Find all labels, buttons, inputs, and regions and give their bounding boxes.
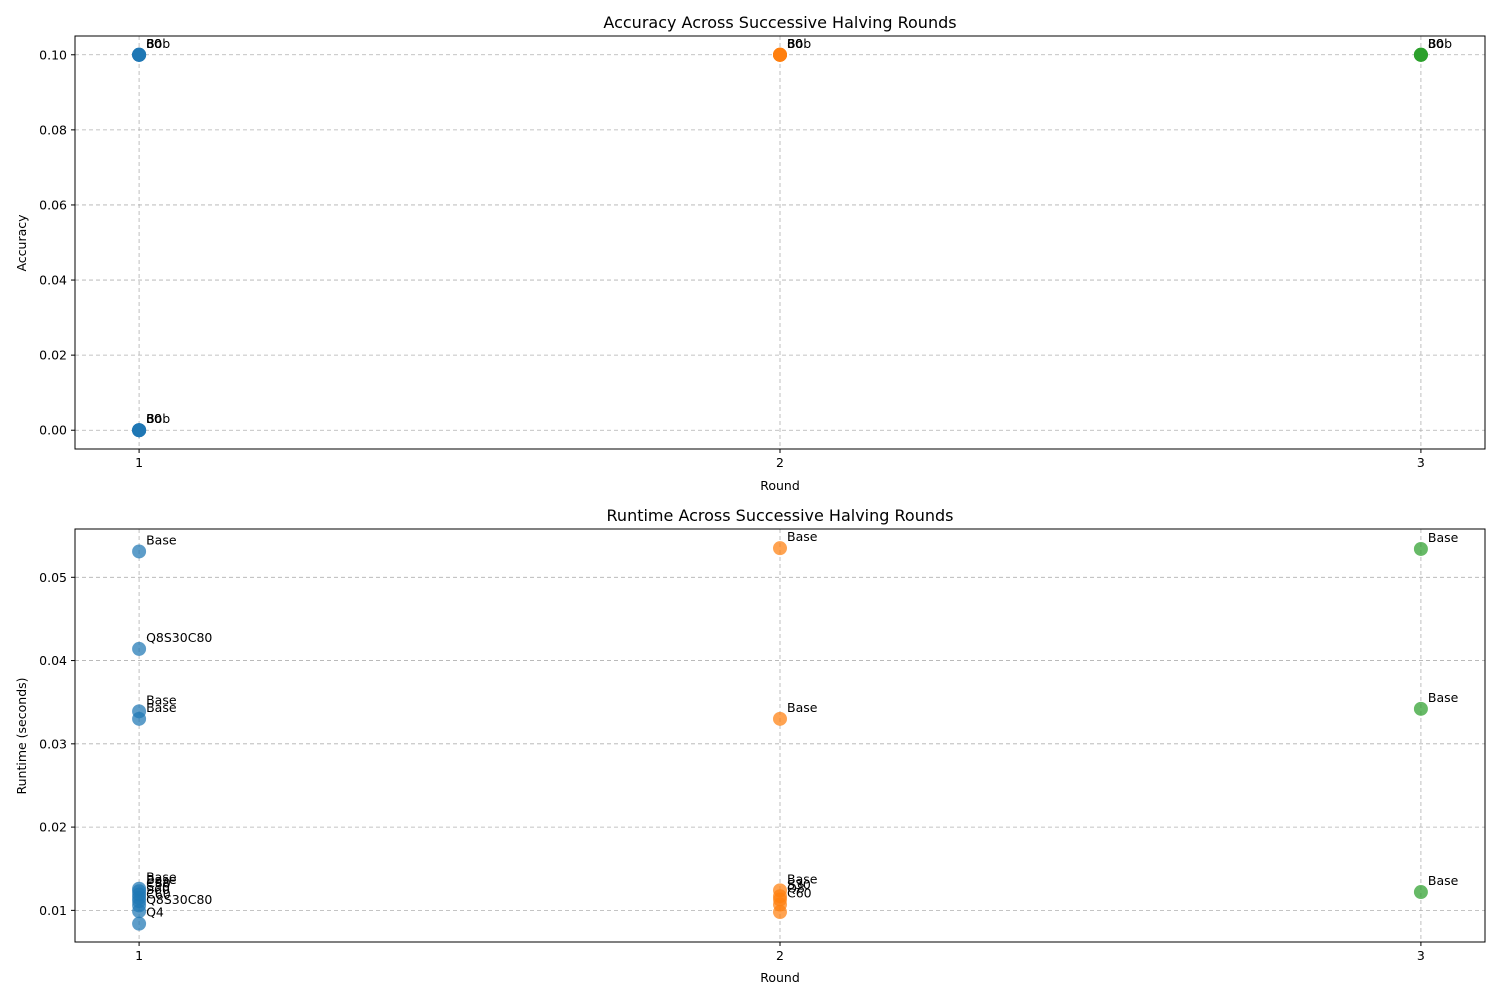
runtime-y-tick-label: 0.01: [39, 903, 67, 918]
accuracy-y-tick-label: 0.00: [39, 423, 67, 438]
runtime-point-round-3: [1413, 701, 1428, 716]
accuracy-grid: [75, 36, 1485, 449]
runtime-point-label: Base: [146, 870, 177, 885]
accuracy-y-tick-label: 0.06: [39, 197, 67, 212]
accuracy-point-label: 80: [1428, 36, 1444, 51]
accuracy-point-round-1: [132, 47, 147, 62]
runtime-point-round-1: [132, 711, 147, 726]
accuracy-point-label: Bob: [146, 36, 170, 51]
runtime-point-round-2: [773, 711, 787, 726]
runtime-y-tick-label: 0.04: [39, 653, 67, 668]
runtime-grid: [75, 529, 1485, 942]
runtime-point-label: Base: [1428, 530, 1459, 545]
runtime-y-tick-label: 0.03: [39, 736, 67, 751]
accuracy-x-tick-label: 2: [776, 455, 784, 470]
accuracy-point-round-2: [773, 47, 787, 62]
runtime-y-tick-label: 0.02: [39, 820, 67, 835]
runtime-point-label: Q8: [787, 881, 805, 896]
runtime-point-label: Base: [787, 700, 818, 715]
runtime-annotations: BaseQ8S30C80BaseBaseBaseBaseC80S30S60C60…: [146, 529, 1459, 920]
runtime-point-label: Base: [1428, 690, 1459, 705]
accuracy-points: [132, 47, 1428, 438]
runtime-point-label: Base: [787, 529, 818, 544]
accuracy-chart-xlabel: Round: [760, 478, 800, 493]
runtime-point-round-1: [132, 641, 147, 656]
runtime-x-tick-label: 2: [776, 948, 784, 963]
runtime-chart-ylabel: Runtime (seconds): [14, 677, 29, 794]
runtime-point-label: Base: [146, 692, 177, 707]
accuracy-point-label: 80: [787, 36, 803, 51]
runtime-chart-xlabel: Round: [760, 970, 800, 985]
runtime-point-label: Base: [146, 872, 177, 887]
runtime-x-tick-label: 1: [135, 948, 143, 963]
accuracy-chart: Accuracy Across Successive Halving Round…: [14, 13, 1486, 493]
runtime-point-label: C60: [146, 886, 171, 901]
runtime-point-label: Q4: [146, 905, 164, 920]
accuracy-point-label: 60: [146, 411, 162, 426]
runtime-point-round-1: [132, 916, 147, 931]
runtime-y-tick-label: 0.05: [39, 570, 67, 585]
runtime-point-label: Base: [1428, 873, 1459, 888]
runtime-chart: Runtime Across Successive Halving Rounds…: [14, 506, 1486, 985]
runtime-point-round-1: [132, 544, 147, 559]
accuracy-x-tick-label: 1: [135, 455, 143, 470]
runtime-point-label: Base: [146, 700, 177, 715]
accuracy-point-label: 30: [146, 411, 162, 426]
runtime-point-label: S30: [146, 879, 170, 894]
runtime-point-label: Base: [787, 871, 818, 886]
accuracy-point-round-1: [132, 423, 147, 438]
accuracy-x-tick-label: 3: [1417, 455, 1425, 470]
accuracy-point-label: 80: [146, 411, 162, 426]
runtime-x-tick-label: 3: [1417, 948, 1425, 963]
accuracy-point-label: 30: [787, 36, 803, 51]
runtime-point-label: C60: [787, 886, 812, 901]
accuracy-point-label: Bob: [146, 411, 170, 426]
accuracy-y-tick-label: 0.08: [39, 122, 67, 137]
accuracy-point-label: 30: [146, 36, 162, 51]
accuracy-y-tick-label: 0.10: [39, 47, 67, 62]
accuracy-point-label: Bob: [787, 36, 811, 51]
accuracy-point-round-3: [1413, 47, 1428, 62]
runtime-point-label: S60: [146, 882, 170, 897]
runtime-point-label: S30: [787, 877, 811, 892]
accuracy-point-label: 80: [146, 36, 162, 51]
accuracy-chart-title: Accuracy Across Successive Halving Round…: [603, 13, 956, 32]
accuracy-point-label: 60: [146, 36, 162, 51]
runtime-point-round-2: [773, 541, 787, 556]
runtime-points: [132, 541, 1428, 931]
accuracy-point-label: Bob: [1428, 36, 1452, 51]
runtime-point-label: Q8S30C80: [146, 892, 212, 907]
runtime-point-label: Q8S30C80: [146, 630, 212, 645]
runtime-point-round-2: [773, 905, 787, 920]
runtime-point-round-3: [1413, 885, 1428, 900]
accuracy-plot-frame: [74, 35, 1486, 450]
runtime-point-label: C80: [146, 876, 171, 891]
runtime-point-label: Base: [146, 532, 177, 547]
accuracy-point-label: 60: [787, 36, 803, 51]
runtime-point-round-3: [1413, 541, 1428, 556]
runtime-plot-frame: [74, 528, 1486, 943]
runtime-chart-title: Runtime Across Successive Halving Rounds: [607, 506, 954, 525]
accuracy-y-tick-label: 0.04: [39, 273, 67, 288]
runtime-point-round-1: [132, 904, 147, 919]
accuracy-y-tick-label: 0.02: [39, 348, 67, 363]
accuracy-point-label: 30: [1428, 36, 1444, 51]
accuracy-chart-ylabel: Accuracy: [14, 214, 29, 272]
